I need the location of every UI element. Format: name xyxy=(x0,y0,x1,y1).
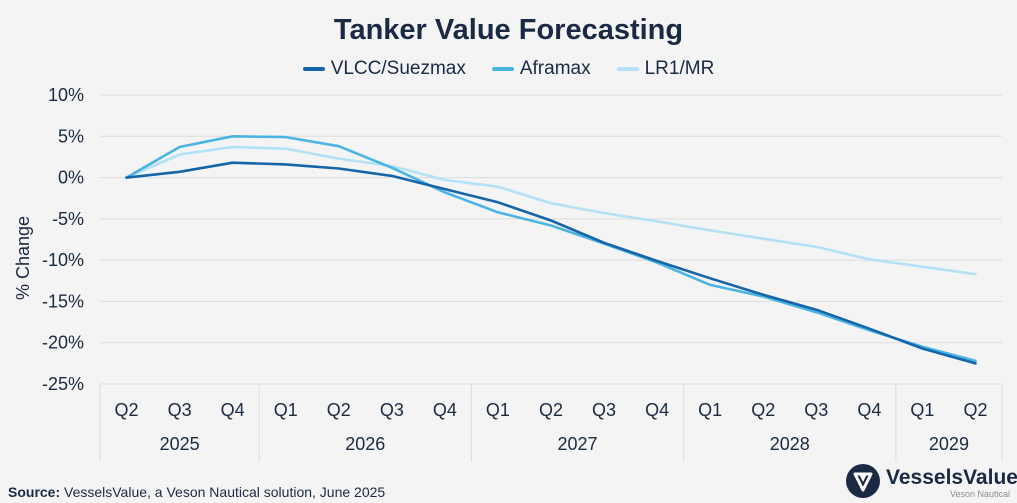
series-line-lr1mr xyxy=(125,145,977,276)
y-tick-label: -5% xyxy=(52,209,84,229)
series-line-vlcc xyxy=(125,161,977,365)
x-group-label: 2026 xyxy=(345,434,385,454)
x-tick-label: Q3 xyxy=(804,400,828,420)
legend-label-aframax: Aframax xyxy=(519,58,591,79)
vesselsvalue-logo-icon xyxy=(846,464,880,498)
y-tick-label: 10% xyxy=(48,85,84,105)
y-axis-label: % Change xyxy=(13,216,33,300)
legend-swatch-vlcc xyxy=(302,67,325,71)
x-group-label: 2025 xyxy=(160,434,200,454)
x-group-label: 2028 xyxy=(770,434,810,454)
x-tick-label: Q4 xyxy=(433,400,457,420)
y-tick-label: -25% xyxy=(42,374,84,394)
x-tick-label: Q2 xyxy=(115,400,139,420)
line-chart: 10% 5% 0% -5% -10% -15% -20% -25% Q2 Q3 Q4 Q1 Q2 Q3 Q4… xyxy=(13,85,1003,462)
legend-item-aframax[interactable]: Aframax xyxy=(491,58,591,80)
logo-subtitle: Veson Nautical xyxy=(950,489,1011,499)
axis-layer: 10% 5% 0% -5% -10% -15% -20% -25% Q2 Q3 Q4 Q1 Q2 Q3 Q4… xyxy=(42,85,988,454)
legend-item-lr1mr[interactable]: LR1/MR xyxy=(616,58,715,80)
y-tick-label: 0% xyxy=(58,168,84,188)
x-tick-label: Q1 xyxy=(274,400,298,420)
source-note: Source: VesselsValue, a Veson Nautical s… xyxy=(8,484,385,500)
legend-swatch-lr1mr xyxy=(616,67,639,71)
x-tick-label: Q1 xyxy=(910,400,934,420)
x-tick-label: Q2 xyxy=(539,400,563,420)
source-text: VesselsValue, a Veson Nautical solution,… xyxy=(60,484,386,500)
y-tick-label: 5% xyxy=(58,126,84,146)
y-tick-label: -20% xyxy=(42,333,84,353)
x-tick-label: Q1 xyxy=(698,400,722,420)
chart-title: Tanker Value Forecasting xyxy=(333,14,684,46)
x-tick-label: Q2 xyxy=(751,400,775,420)
logo-name: VesselsValue xyxy=(886,466,1017,489)
series-line-aframax xyxy=(125,135,977,363)
legend-swatch-aframax xyxy=(491,67,514,71)
y-tick-label: -15% xyxy=(42,291,84,311)
legend: VLCC/Suezmax Aframax LR1/MR xyxy=(0,58,1017,80)
x-tick-label: Q2 xyxy=(963,400,987,420)
x-tick-label: Q4 xyxy=(857,400,881,420)
x-tick-label: Q4 xyxy=(645,400,669,420)
x-tick-label: Q3 xyxy=(380,400,404,420)
x-group-label: 2029 xyxy=(929,434,969,454)
x-tick-label: Q2 xyxy=(327,400,351,420)
series-layer xyxy=(125,135,977,365)
legend-item-vlcc[interactable]: VLCC/Suezmax xyxy=(302,58,466,80)
x-tick-label: Q4 xyxy=(221,400,245,420)
x-tick-label: Q1 xyxy=(486,400,510,420)
x-tick-label: Q3 xyxy=(592,400,616,420)
source-label: Source: xyxy=(8,484,61,500)
y-tick-label: -10% xyxy=(42,250,84,270)
x-group-label: 2027 xyxy=(558,434,598,454)
legend-label-vlcc: VLCC/Suezmax xyxy=(330,58,466,79)
x-tick-label: Q3 xyxy=(168,400,192,420)
vesselsvalue-logo: VesselsValue Veson Nautical xyxy=(846,464,1017,500)
legend-label-lr1mr: LR1/MR xyxy=(644,58,715,79)
